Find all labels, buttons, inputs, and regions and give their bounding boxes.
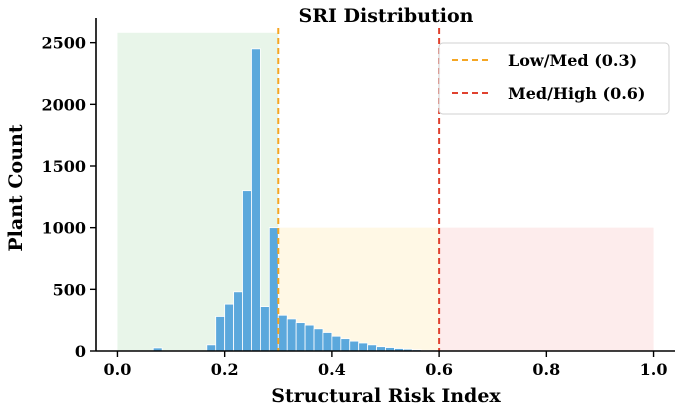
histogram-bar-12 — [304, 324, 315, 352]
histogram-bar-2 — [215, 316, 226, 352]
histogram-bar-7 — [260, 306, 270, 352]
x-tick-label: 0.4 — [318, 360, 346, 379]
legend-label-low-med: Low/Med (0.3) — [508, 51, 637, 70]
histogram-bar-11 — [295, 322, 306, 352]
y-tick-label: 1000 — [41, 219, 86, 238]
y-tick-label: 2000 — [41, 95, 86, 114]
histogram-bar-3 — [224, 303, 235, 352]
histogram-bar-8 — [268, 227, 279, 352]
histogram-bar-10 — [286, 318, 297, 352]
y-tick-label: 1500 — [41, 157, 86, 176]
histogram-bar-9 — [277, 314, 288, 352]
histogram-bar-15 — [331, 335, 342, 352]
legend-frame — [438, 42, 670, 115]
x-tick-label: 0.2 — [211, 360, 239, 379]
histogram-bar-13 — [313, 328, 324, 352]
y-tick-label: 500 — [53, 280, 86, 299]
legend-label-med-high: Med/High (0.6) — [508, 84, 645, 103]
histogram-bar-19 — [367, 344, 378, 352]
x-tick-label: 1.0 — [640, 360, 668, 379]
histogram-bar-4 — [233, 291, 243, 352]
risk-region-2 — [439, 227, 654, 351]
legend: Low/Med (0.3) Med/High (0.6) — [438, 42, 670, 115]
histogram-bar-17 — [349, 340, 360, 352]
x-axis-label: Structural Risk Index — [271, 385, 501, 407]
histogram-bar-18 — [358, 342, 369, 352]
x-tick-label: 0.6 — [425, 360, 453, 379]
chart-title: SRI Distribution — [299, 5, 474, 27]
x-tick-label: 0.0 — [104, 360, 132, 379]
histogram-bar-16 — [340, 338, 351, 352]
y-tick-label: 2500 — [41, 34, 86, 53]
x-tick-label: 0.8 — [532, 360, 560, 379]
x-axis-ticks: 0.0 0.2 0.4 0.6 0.8 1.0 — [104, 351, 668, 379]
histogram-bar-5 — [242, 190, 252, 352]
y-tick-label: 0 — [75, 342, 86, 361]
histogram-bar-6 — [251, 48, 261, 352]
histogram-bar-1 — [206, 344, 217, 352]
y-axis-label: Plant Count — [5, 124, 27, 251]
y-axis-ticks: 0 500 1000 1500 2000 2500 — [41, 34, 96, 361]
histogram-bar-14 — [322, 332, 333, 352]
